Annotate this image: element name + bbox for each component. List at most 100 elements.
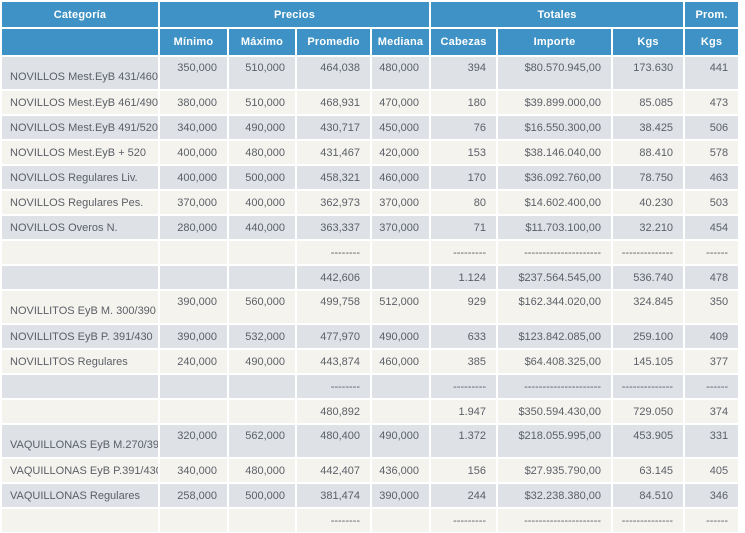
- amount-cell: ---------------------: [498, 509, 614, 533]
- amount-cell: $38.146.040,00: [498, 141, 614, 166]
- min-cell: 240,000: [160, 350, 229, 375]
- amount-cell: $27.935.790,00: [498, 459, 614, 484]
- column-header-amount: Importe: [498, 29, 614, 57]
- heads-cell: 633: [431, 325, 499, 350]
- kgs-cell: 729.050: [613, 400, 686, 425]
- category-cell: VAQUILLONAS Regulares: [2, 484, 160, 509]
- amount-cell: $14.602.400,00: [498, 191, 614, 216]
- median-cell: 480,000: [372, 57, 432, 91]
- avg-cell: 443,874: [297, 350, 372, 375]
- avg-kgs-cell: 441: [685, 57, 741, 91]
- median-cell: 450,000: [372, 116, 432, 141]
- min-cell: [160, 266, 229, 291]
- min-cell: 390,000: [160, 325, 229, 350]
- min-cell: [160, 241, 229, 266]
- avg-cell: 363,337: [297, 216, 372, 241]
- min-cell: 320,000: [160, 425, 229, 459]
- table-body: NOVILLOS Mest.EyB 431/460 350,000 510,00…: [2, 57, 741, 533]
- heads-cell: ---------: [431, 241, 499, 266]
- table-row-separator: -------- --------- ---------------------…: [2, 375, 741, 400]
- amount-cell: $32.238.380,00: [498, 484, 614, 509]
- heads-cell: 929: [431, 291, 499, 325]
- max-cell: 510,000: [229, 57, 297, 91]
- avg-cell: 468,931: [297, 91, 372, 116]
- amount-cell: $36.092.760,00: [498, 166, 614, 191]
- avg-kgs-cell: 405: [685, 459, 741, 484]
- min-cell: 390,000: [160, 291, 229, 325]
- avg-cell: --------: [297, 375, 372, 400]
- table-row-separator: -------- --------- ---------------------…: [2, 241, 741, 266]
- median-cell: 460,000: [372, 166, 432, 191]
- max-cell: [229, 400, 297, 425]
- median-cell: 512,000: [372, 291, 432, 325]
- kgs-cell: 40.230: [613, 191, 686, 216]
- table-row-subtotal: 442,606 1.124 $237.564.545,00 536.740 47…: [2, 266, 741, 291]
- max-cell: 500,000: [229, 166, 297, 191]
- kgs-cell: 88.410: [613, 141, 686, 166]
- avg-cell: 480,892: [297, 400, 372, 425]
- heads-cell: 1.947: [431, 400, 499, 425]
- category-cell: NOVILLOS Overos N.: [2, 216, 160, 241]
- kgs-cell: 173.630: [613, 57, 686, 91]
- amount-cell: ---------------------: [498, 241, 614, 266]
- table-row-data: NOVILLOS Overos N. 280,000 440,000 363,3…: [2, 216, 741, 241]
- heads-cell: 394: [431, 57, 499, 91]
- amount-cell: $11.703.100,00: [498, 216, 614, 241]
- avg-kgs-cell: ------: [685, 375, 741, 400]
- table-row-data: NOVILLOS Mest.EyB + 520 400,000 480,000 …: [2, 141, 741, 166]
- amount-cell: $64.408.325,00: [498, 350, 614, 375]
- median-cell: 390,000: [372, 484, 432, 509]
- category-cell: NOVILLOS Mest.EyB + 520: [2, 141, 160, 166]
- category-cell: NOVILLOS Regulares Liv.: [2, 166, 160, 191]
- median-cell: 436,000: [372, 459, 432, 484]
- kgs-cell: --------------: [613, 509, 686, 533]
- avg-cell: 442,407: [297, 459, 372, 484]
- min-cell: 258,000: [160, 484, 229, 509]
- column-header-median: Mediana: [372, 29, 432, 57]
- median-cell: 460,000: [372, 350, 432, 375]
- min-cell: 370,000: [160, 191, 229, 216]
- min-cell: [160, 375, 229, 400]
- avg-cell: --------: [297, 241, 372, 266]
- avg-cell: 431,467: [297, 141, 372, 166]
- category-cell: NOVILLOS Mest.EyB 431/460: [2, 57, 160, 91]
- column-header-max: Máximo: [229, 29, 297, 57]
- table-row-data: NOVILLOS Regulares Pes. 370,000 400,000 …: [2, 191, 741, 216]
- max-cell: 490,000: [229, 116, 297, 141]
- column-header-category: Categoría: [2, 2, 160, 29]
- amount-cell: ---------------------: [498, 375, 614, 400]
- category-cell: NOVILLITOS Regulares: [2, 350, 160, 375]
- column-header-avg-kgs: Kgs: [685, 29, 741, 57]
- avg-kgs-cell: 409: [685, 325, 741, 350]
- heads-cell: 71: [431, 216, 499, 241]
- min-cell: [160, 400, 229, 425]
- heads-cell: 80: [431, 191, 499, 216]
- median-cell: 470,000: [372, 91, 432, 116]
- avg-kgs-cell: ------: [685, 509, 741, 533]
- max-cell: 562,000: [229, 425, 297, 459]
- max-cell: 560,000: [229, 291, 297, 325]
- kgs-cell: --------------: [613, 375, 686, 400]
- table-row-data: VAQUILLONAS EyB M.270/390 320,000 562,00…: [2, 425, 741, 459]
- median-cell: 420,000: [372, 141, 432, 166]
- median-cell: [372, 241, 432, 266]
- table-header: Categoría Precios Totales Prom. Mínimo M…: [2, 2, 741, 57]
- avg-cell: 480,400: [297, 425, 372, 459]
- max-cell: 500,000: [229, 484, 297, 509]
- column-group-average: Prom.: [685, 2, 741, 29]
- max-cell: 400,000: [229, 191, 297, 216]
- heads-cell: 244: [431, 484, 499, 509]
- heads-cell: 76: [431, 116, 499, 141]
- column-group-totals: Totales: [431, 2, 686, 29]
- max-cell: 532,000: [229, 325, 297, 350]
- heads-cell: 153: [431, 141, 499, 166]
- category-cell: VAQUILLONAS EyB M.270/390: [2, 425, 160, 459]
- kgs-cell: --------------: [613, 241, 686, 266]
- avg-kgs-cell: 346: [685, 484, 741, 509]
- amount-cell: $350.594.430,00: [498, 400, 614, 425]
- avg-cell: --------: [297, 509, 372, 533]
- avg-cell: 381,474: [297, 484, 372, 509]
- kgs-cell: 85.085: [613, 91, 686, 116]
- max-cell: [229, 266, 297, 291]
- avg-kgs-cell: 503: [685, 191, 741, 216]
